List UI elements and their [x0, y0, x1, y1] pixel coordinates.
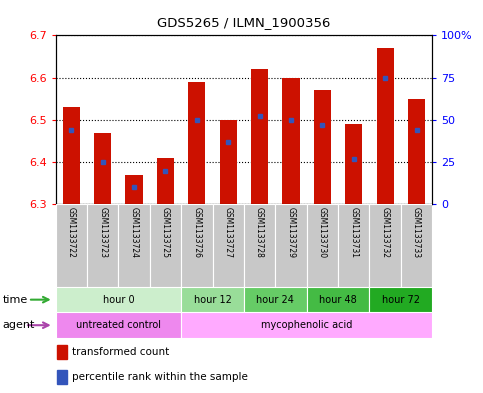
Bar — [188, 82, 205, 204]
Bar — [150, 204, 181, 287]
Bar — [244, 204, 275, 287]
Bar — [56, 204, 87, 287]
Bar — [94, 132, 111, 204]
Bar — [181, 312, 432, 338]
Text: GSM1133722: GSM1133722 — [67, 207, 76, 258]
Text: untreated control: untreated control — [76, 320, 161, 330]
Bar — [401, 204, 432, 287]
Text: GSM1133727: GSM1133727 — [224, 207, 233, 258]
Text: GSM1133732: GSM1133732 — [381, 207, 390, 258]
Bar — [57, 370, 67, 384]
Bar — [369, 204, 401, 287]
Bar — [251, 69, 268, 204]
Bar — [87, 204, 118, 287]
Text: hour 24: hour 24 — [256, 295, 294, 305]
Text: hour 12: hour 12 — [194, 295, 231, 305]
Bar — [57, 345, 67, 360]
Bar — [181, 287, 244, 312]
Bar — [56, 287, 181, 312]
Text: time: time — [2, 295, 28, 305]
Text: hour 48: hour 48 — [319, 295, 357, 305]
Bar — [377, 48, 394, 204]
Bar — [307, 204, 338, 287]
Bar — [283, 78, 299, 204]
Text: percentile rank within the sample: percentile rank within the sample — [72, 372, 248, 382]
Text: GSM1133723: GSM1133723 — [98, 207, 107, 258]
Bar — [408, 99, 425, 204]
Bar — [307, 287, 369, 312]
Bar — [338, 204, 369, 287]
Text: hour 0: hour 0 — [102, 295, 134, 305]
Bar — [118, 204, 150, 287]
Bar — [63, 107, 80, 204]
Bar — [314, 90, 331, 204]
Text: GSM1133726: GSM1133726 — [192, 207, 201, 258]
Bar — [56, 312, 181, 338]
Text: GSM1133725: GSM1133725 — [161, 207, 170, 258]
Text: GSM1133728: GSM1133728 — [255, 207, 264, 258]
Text: GSM1133733: GSM1133733 — [412, 207, 421, 258]
Text: GDS5265 / ILMN_1900356: GDS5265 / ILMN_1900356 — [157, 17, 330, 29]
Text: GSM1133724: GSM1133724 — [129, 207, 139, 258]
Bar — [275, 204, 307, 287]
Text: agent: agent — [2, 320, 35, 330]
Bar — [345, 124, 362, 204]
Bar — [220, 120, 237, 204]
Text: mycophenolic acid: mycophenolic acid — [261, 320, 353, 330]
Bar — [213, 204, 244, 287]
Bar — [369, 287, 432, 312]
Text: hour 72: hour 72 — [382, 295, 420, 305]
Bar — [157, 158, 174, 204]
Text: GSM1133731: GSM1133731 — [349, 207, 358, 258]
Bar — [126, 175, 142, 204]
Text: GSM1133730: GSM1133730 — [318, 207, 327, 258]
Text: transformed count: transformed count — [72, 347, 170, 357]
Bar — [244, 287, 307, 312]
Text: GSM1133729: GSM1133729 — [286, 207, 296, 258]
Bar — [181, 204, 213, 287]
